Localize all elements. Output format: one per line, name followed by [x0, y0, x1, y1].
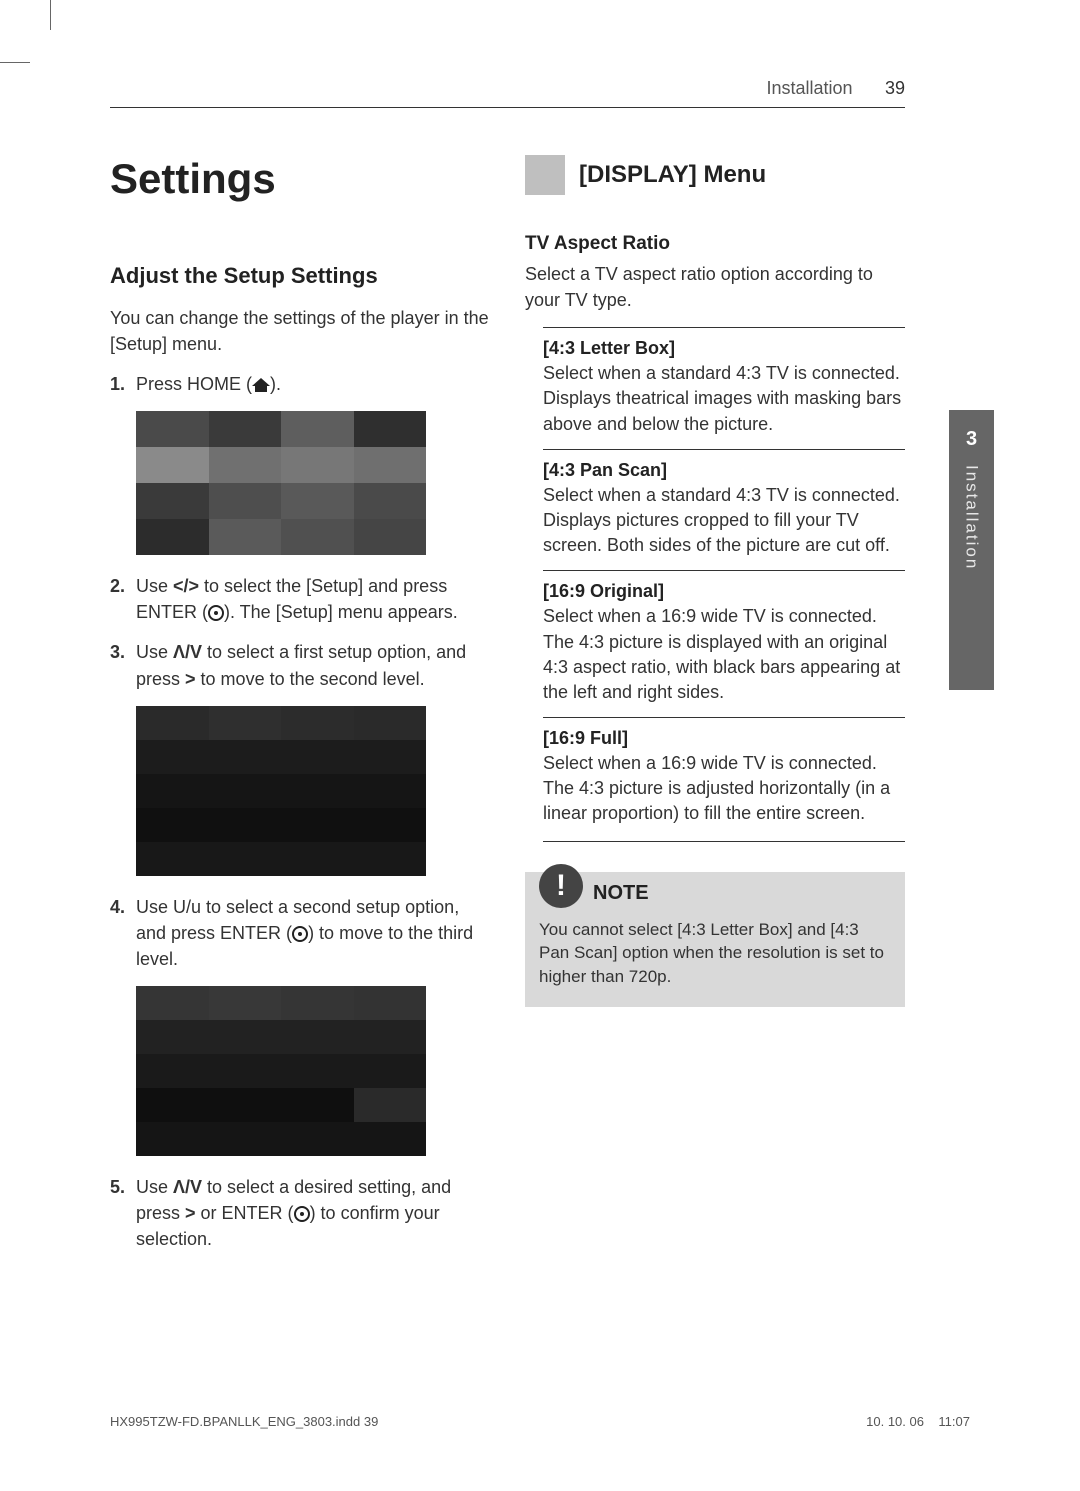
step-text: Press HOME ( [136, 374, 252, 394]
option-desc: Select when a standard 4:3 TV is connect… [543, 483, 905, 559]
display-section-header: [DISPLAY] Menu [525, 155, 905, 195]
step-5: 5. Use Λ/V to select a desired setting, … [110, 1174, 490, 1252]
option-desc: Select when a 16:9 wide TV is connected.… [543, 604, 905, 705]
tv-aspect-heading: TV Aspect Ratio [525, 233, 905, 255]
note-icon: ! [539, 864, 583, 908]
chapter-number: 3 [966, 428, 977, 451]
step-text: or ENTER ( [196, 1203, 294, 1223]
display-menu-title: [DISPLAY] Menu [579, 161, 766, 189]
step-num: 3. [110, 639, 125, 665]
screenshot-setup-1 [136, 706, 426, 876]
step-text: Use [136, 576, 173, 596]
step-num: 1. [110, 371, 125, 397]
arrow-icons: Λ/V [173, 642, 202, 662]
crop-mark-left [0, 62, 30, 63]
step-num: 2. [110, 573, 125, 599]
page-number: 39 [885, 78, 905, 98]
option-title: [16:9 Original] [543, 581, 905, 602]
tv-aspect-desc: Select a TV aspect ratio option accordin… [525, 261, 905, 313]
page-header: Installation 39 [110, 78, 905, 108]
footer-time: 11:07 [938, 1414, 970, 1429]
screenshot-home-menu [136, 411, 426, 555]
step-3: 3. Use Λ/V to select a first setup optio… [110, 639, 490, 691]
divider [543, 841, 905, 842]
home-icon [252, 376, 270, 392]
step-num: 5. [110, 1174, 125, 1200]
arrow-icon: > [185, 669, 196, 689]
option-16-9-original: [16:9 Original] Select when a 16:9 wide … [543, 570, 905, 705]
section-marker [525, 155, 565, 195]
note-label: NOTE [593, 882, 649, 905]
intro-text: You can change the settings of the playe… [110, 305, 490, 357]
screenshot-setup-2 [136, 986, 426, 1156]
left-column: Settings Adjust the Setup Settings You c… [110, 155, 490, 1266]
option-title: [16:9 Full] [543, 728, 905, 749]
step-2: 2. Use </> to select the [Setup] and pre… [110, 573, 490, 625]
note-text: You cannot select [4:3 Letter Box] and [… [539, 918, 891, 989]
arrow-icons: Λ/V [173, 1177, 202, 1197]
step-text: to move to the second level. [196, 669, 425, 689]
step-1: 1. Press HOME (). [110, 371, 490, 397]
step-text: ). The [Setup] menu appears. [224, 602, 458, 622]
enter-icon [208, 605, 224, 621]
footer-filename: HX995TZW-FD.BPANLLK_ENG_3803.indd 39 [110, 1414, 378, 1429]
arrow-icons: </> [173, 576, 199, 596]
crop-mark-top [50, 0, 51, 30]
step-num: 4. [110, 894, 125, 920]
header-section: Installation [766, 78, 852, 98]
enter-icon [294, 1206, 310, 1222]
step-text: Use [136, 1177, 173, 1197]
adjust-heading: Adjust the Setup Settings [110, 263, 490, 289]
step-4: 4. Use U/u to select a second setup opti… [110, 894, 490, 972]
option-4-3-letterbox: [4:3 Letter Box] Select when a standard … [543, 327, 905, 437]
arrow-icon: > [185, 1203, 196, 1223]
note-box: ! NOTE You cannot select [4:3 Letter Box… [525, 872, 905, 1007]
page-footer: HX995TZW-FD.BPANLLK_ENG_3803.indd 39 10.… [110, 1414, 970, 1429]
option-title: [4:3 Letter Box] [543, 338, 905, 359]
option-16-9-full: [16:9 Full] Select when a 16:9 wide TV i… [543, 717, 905, 827]
option-desc: Select when a 16:9 wide TV is connected.… [543, 751, 905, 827]
enter-icon [292, 926, 308, 942]
step-text: ). [270, 374, 281, 394]
page-title: Settings [110, 155, 490, 203]
chapter-label: Installation [962, 465, 982, 570]
step-text: Use [136, 642, 173, 662]
option-title: [4:3 Pan Scan] [543, 460, 905, 481]
side-tab: 3 Installation [949, 410, 994, 690]
option-desc: Select when a standard 4:3 TV is connect… [543, 361, 905, 437]
footer-date: 10. 10. 06 [866, 1414, 924, 1429]
option-4-3-panscan: [4:3 Pan Scan] Select when a standard 4:… [543, 449, 905, 559]
right-column: [DISPLAY] Menu TV Aspect Ratio Select a … [525, 155, 905, 1266]
